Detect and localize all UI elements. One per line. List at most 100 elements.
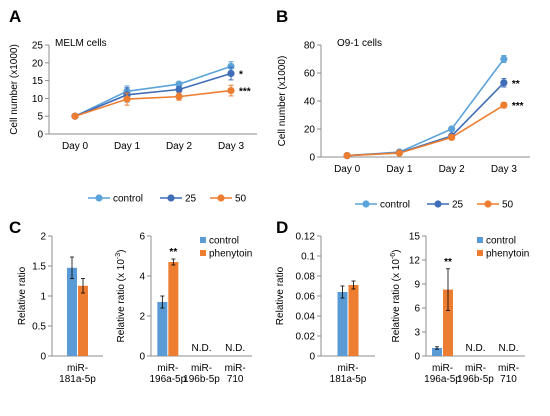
data-point-control [175, 80, 183, 88]
legend-swatch-phenytoin [477, 250, 483, 256]
series-line-control [74, 65, 232, 117]
legend-label-phenytoin: phenytoin [486, 249, 529, 260]
chart-a-ytick-label: 10 [32, 94, 44, 105]
chart-a-x-tick-label: Day 2 [166, 141, 193, 152]
significance-marker: ** [512, 79, 520, 90]
chart-c1-x-tick-label: miR-181a-5p [59, 363, 96, 385]
chart-c1-ytick-label: 1.5 [32, 262, 46, 273]
chart-d2-ytick-label: 9 [414, 280, 420, 291]
chart-c2-x-tick-label: miR-710 [225, 363, 246, 385]
chart-c2-ytick-label: 6 [139, 232, 145, 243]
chart-a-ytick-label: 0 [37, 130, 43, 141]
chart-c1-ytick-label: 2 [40, 232, 46, 243]
chart-d1-x-tick-line1: miR- [337, 363, 358, 374]
data-point-50 [448, 133, 456, 141]
data-point-50 [395, 149, 403, 157]
legend-swatch-control [200, 237, 206, 243]
chart-d1-ytick-label: 0.06 [296, 292, 316, 303]
chart-d2-ylabel-end: ) [391, 250, 402, 253]
chart-d2-x-tick-label: miR-710 [498, 363, 519, 385]
chart-d1-ytick-label: 0.1 [301, 252, 315, 263]
chart-b-y-axis-label: Cell number (x1000) [277, 56, 288, 147]
chart-b-annotation: O9-1 cells [337, 38, 382, 49]
chart-d2-ytick-label: 0 [414, 352, 420, 363]
bar-control [432, 348, 442, 356]
chart-d1-y-axis-label: Relative ratio [275, 266, 286, 325]
chart-c2-x-tick-label: miR-196b-5p [183, 363, 220, 385]
chart-a-ytick-label: 25 [32, 41, 44, 52]
legend-label-phenytoin: phenytoin [209, 249, 252, 260]
significance-marker: *** [512, 101, 524, 112]
significance-marker: ** [444, 257, 452, 268]
chart-b-ytick-label: 20 [304, 125, 316, 136]
legend-marker-25 [167, 194, 175, 202]
chart-d1-ytick-label: 0.02 [296, 332, 316, 343]
panel-letter-d: D [276, 218, 288, 237]
chart-d1-x-tick-line2: 181a-5p [330, 374, 367, 385]
legend-label-control: control [209, 236, 239, 247]
chart-d2-ytick-label: 6 [414, 304, 420, 315]
data-point-control [500, 55, 508, 63]
chart-c2-x-tick-line1: miR- [157, 363, 178, 374]
chart-c2-x-tick-line1: miR- [191, 363, 212, 374]
chart-c1-ytick-label: 0.5 [32, 322, 46, 333]
chart-b-x-tick-label: Day 2 [439, 164, 466, 175]
chart-c2-x-tick-line2: 196b-5p [183, 374, 220, 385]
chart-d2-x-tick-line2: 710 [500, 374, 517, 385]
chart-d2-x-tick-label: miR-196a-5p [424, 363, 461, 385]
chart-c1: 0 0.5 1 1.5 2 Relative ratio miR-181a-5p [17, 232, 103, 385]
legend-label-25: 25 [452, 200, 464, 211]
chart-a-y-axis-label: Cell number (x1000) [9, 44, 20, 135]
chart-d2-x-tick-line1: miR- [498, 363, 519, 374]
data-point-50 [500, 101, 508, 109]
data-point-25 [175, 85, 183, 94]
chart-d2-x-tick-line1: miR- [432, 363, 453, 374]
chart-d1-ytick-label: 0 [309, 352, 315, 363]
chart-c2-x-tick-line1: miR- [225, 363, 246, 374]
panel-letter-b: B [276, 7, 288, 26]
bar-phenytoin [348, 285, 359, 356]
chart-c1-y-axis-label: Relative ratio [17, 266, 28, 325]
not-detected-label: N.D. [192, 343, 212, 354]
data-point-control [227, 62, 235, 70]
legend-marker-50 [484, 200, 492, 208]
chart-c2-y-axis-label: Relative ratio (x 10-3) [115, 250, 127, 343]
data-point-50 [123, 95, 131, 103]
legend-label-50: 50 [235, 194, 247, 205]
chart-d2-x-tick-line2: 196a-5p [424, 374, 461, 385]
chart-c2-ytick-label: 2 [139, 312, 145, 323]
chart-d2-x-tick-line2: 196b-5p [457, 374, 494, 385]
legend-marker-control [95, 194, 103, 202]
data-point-50 [227, 86, 235, 95]
bar-phenytoin [168, 262, 179, 356]
chart-c2-ytick-label: 0 [139, 352, 145, 363]
chart-a-ytick-label: 5 [37, 112, 43, 123]
chart-b-ytick-label: 80 [304, 41, 316, 52]
bar-control [157, 302, 168, 356]
chart-a: 0 5 10 15 20 25 Cell number (x1000) MELM cells D… [9, 38, 257, 205]
chart-d2-y-axis-label: Relative ratio (x 10-6) [390, 250, 402, 343]
chart-b-x-tick-label: Day 3 [491, 164, 518, 175]
data-point-25 [500, 79, 508, 87]
not-detected-label: N.D. [225, 343, 245, 354]
chart-d2-ylabel-sup: -6 [390, 253, 397, 259]
chart-b: 0 20 40 60 80 Cell number (x1000) O9-1 cells Da… [277, 38, 530, 211]
legend-label-control: control [113, 194, 143, 205]
series-line-50 [74, 89, 232, 117]
chart-d1-ytick-label: 0.04 [296, 312, 316, 323]
chart-c2-x-tick-line2: 710 [227, 374, 244, 385]
chart-c2-x-tick-line2: 196a-5p [149, 374, 186, 385]
significance-marker: *** [239, 87, 251, 98]
bar-phenytoin [443, 289, 453, 356]
chart-c1-x-tick-line1: miR- [67, 363, 88, 374]
legend-label-25: 25 [185, 194, 197, 205]
chart-c1-ytick-label: 0 [40, 352, 46, 363]
legend-marker-25 [434, 200, 442, 208]
chart-d2-x-tick-line1: miR- [465, 363, 486, 374]
legend-label-50: 50 [502, 200, 514, 211]
data-point-50 [343, 152, 351, 160]
